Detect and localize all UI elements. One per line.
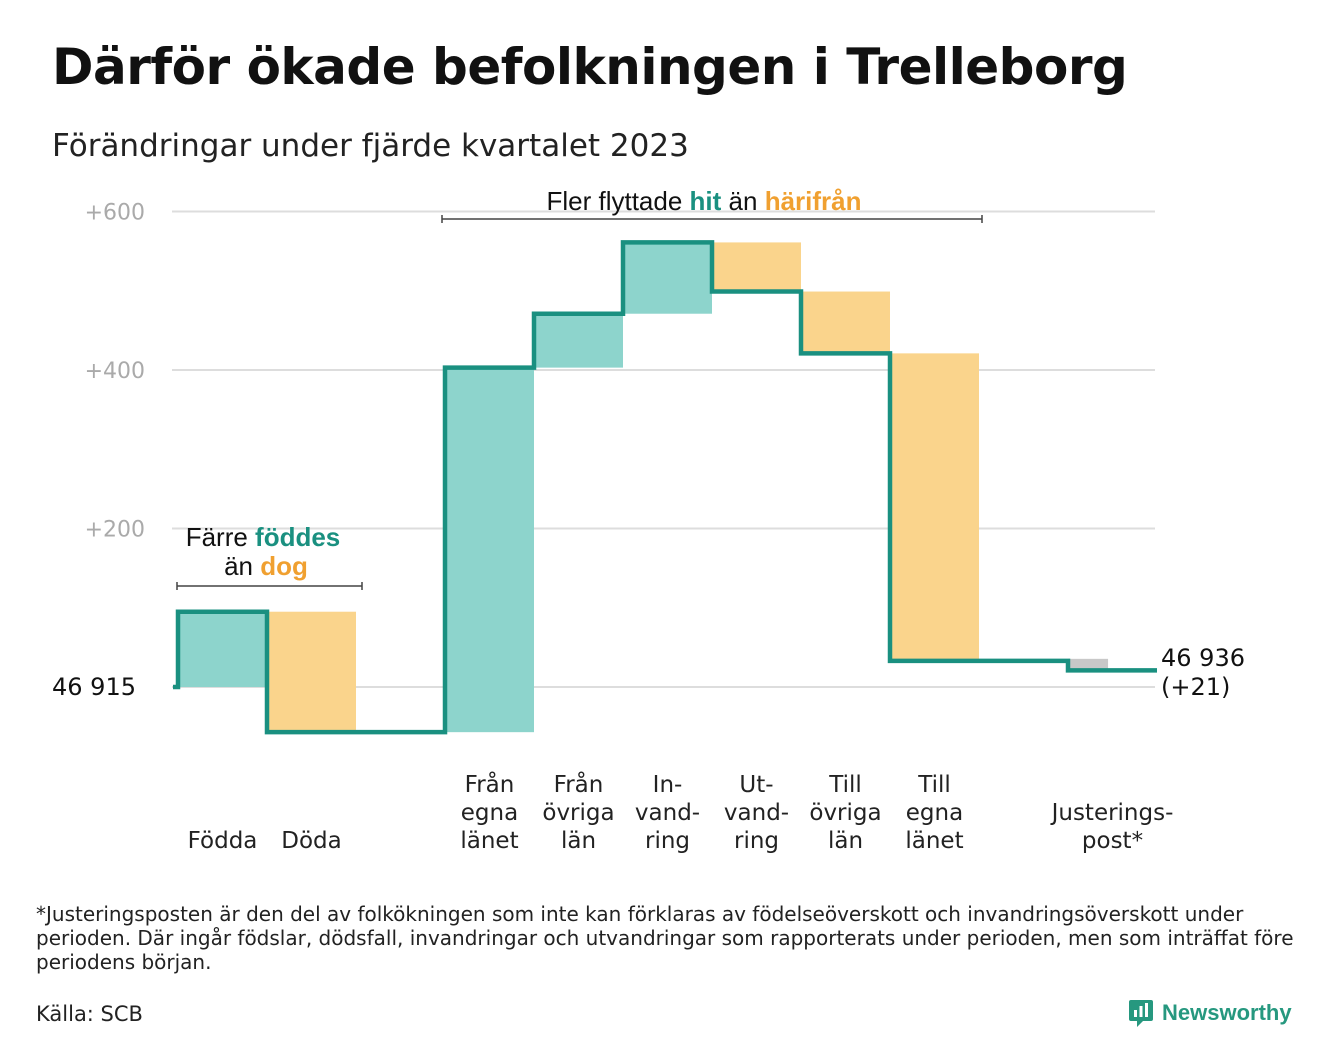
annotation-migration: Fler flyttade hit än härifrån [546,186,861,216]
category-label: post* [1082,828,1143,854]
waterfall-bar [801,291,890,354]
category-label: övriga [542,800,614,826]
annotation-births-line2: än dog [224,551,308,581]
category-label: Ut- [739,772,773,798]
waterfall-bar [890,353,979,661]
category-label: Från [465,770,515,798]
category-label: övriga [809,800,881,826]
source-label: Källa: SCB [36,1002,143,1026]
category-label: Födda [188,828,258,854]
footnote: *Justeringsposten är den del av folkökni… [36,902,1294,974]
category-label: Döda [281,828,341,854]
category-label: län [828,828,863,854]
cumulative-line [173,240,1157,735]
end-value-label: 46 936 [1161,644,1245,672]
category-label: vand- [724,800,789,826]
category-label: Till [828,772,862,798]
annotation-births-line1: Färre föddes [186,522,341,552]
brand-logo: Newsworthy [1128,998,1292,1028]
chart-subtitle: Förändringar under fjärde kvartalet 2023 [52,128,689,164]
waterfall-bar [178,611,267,687]
category-label: Justerings- [1050,800,1174,826]
category-label: län [561,828,596,854]
waterfall-bar [267,611,356,733]
category-label: egna [906,800,963,826]
y-tick-label: +600 [85,201,145,226]
category-label: vand- [635,800,700,826]
waterfall-bar [623,242,712,314]
category-label: länet [905,828,963,854]
waterfall-bar [445,367,534,733]
brand-name: Newsworthy [1162,1000,1292,1025]
annotation-births-bracket [176,582,363,590]
annotation-migration-bracket [441,215,983,223]
category-label: ring [734,828,779,854]
category-label: egna [461,800,518,826]
waterfall-bar [1068,658,1109,669]
start-value-label: 46 915 [52,673,136,701]
category-label: ring [645,828,690,854]
waterfall-bar [712,242,801,292]
category-label: Till [917,772,951,798]
category-label: In- [653,772,683,798]
chart-title: Därför ökade befolkningen i Trelleborg [52,38,1128,96]
category-label: Från [554,770,604,798]
end-change-label: (+21) [1161,673,1230,701]
bar-chart-icon [1129,1000,1153,1027]
category-label: länet [460,828,518,854]
y-tick-label: +200 [85,518,145,543]
y-tick-label: +400 [85,359,145,384]
waterfall-bar [534,313,623,368]
